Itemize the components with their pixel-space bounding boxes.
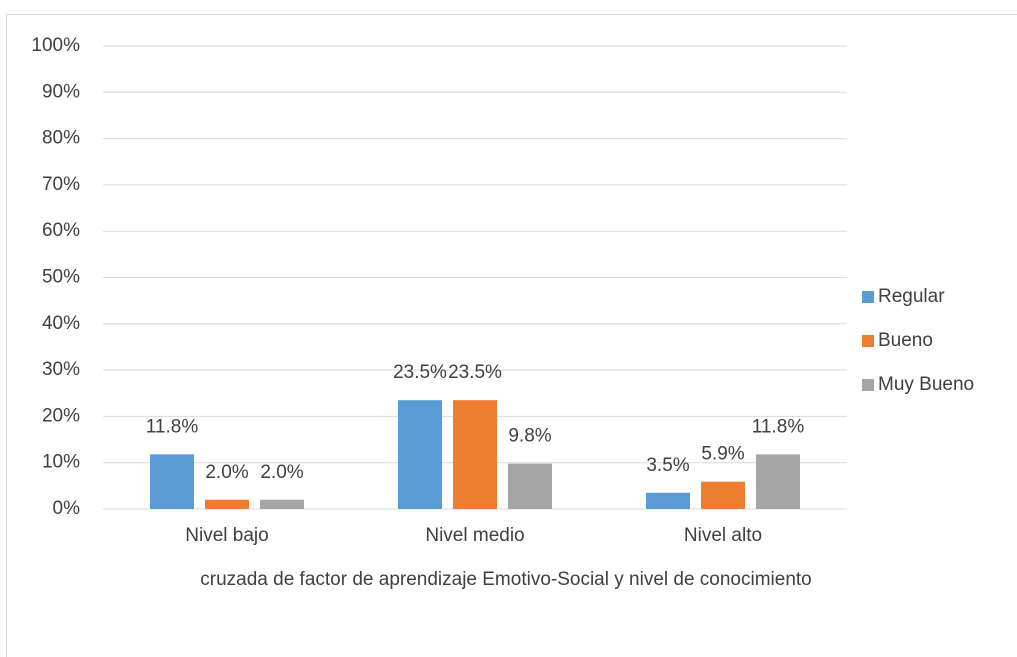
bar [205, 499, 249, 509]
data-label: 23.5% [393, 362, 447, 383]
y-tick-label: 60% [42, 220, 80, 241]
x-tick-label: Nivel medio [425, 525, 524, 546]
bar [453, 400, 497, 509]
legend-swatch [862, 379, 874, 391]
x-tick-label: Nivel alto [684, 525, 762, 546]
x-tick-label: Nivel bajo [185, 525, 268, 546]
y-tick-label: 30% [42, 359, 80, 380]
legend-swatch [862, 335, 874, 347]
bar [398, 400, 442, 509]
bar [756, 454, 800, 509]
bar [508, 463, 552, 509]
legend-label: Regular [878, 286, 945, 307]
data-label: 2.0% [205, 462, 248, 483]
y-tick-label: 100% [31, 35, 80, 56]
data-label: 3.5% [646, 455, 689, 476]
y-tick-label: 20% [42, 405, 80, 426]
y-tick-label: 40% [42, 313, 80, 334]
data-label: 2.0% [260, 462, 303, 483]
y-tick-label: 90% [42, 81, 80, 102]
legend-label: Bueno [878, 330, 933, 351]
bar [701, 481, 745, 509]
data-label: 9.8% [508, 426, 551, 447]
legend-swatch [862, 291, 874, 303]
data-label: 5.9% [701, 444, 744, 465]
data-label: 11.8% [146, 416, 199, 437]
legend-label: Muy Bueno [878, 374, 974, 395]
bar [150, 454, 194, 509]
data-label: 11.8% [752, 416, 805, 437]
y-tick-label: 0% [53, 498, 81, 519]
y-tick-label: 10% [42, 452, 80, 473]
bar [260, 499, 304, 509]
y-tick-label: 50% [42, 267, 80, 288]
x-axis-title: cruzada de factor de aprendizaje Emotivo… [200, 569, 812, 590]
bar [646, 492, 690, 509]
y-tick-label: 70% [42, 174, 80, 195]
data-label: 23.5% [448, 362, 502, 383]
y-tick-label: 80% [42, 128, 80, 149]
chart-frame [6, 14, 1017, 657]
